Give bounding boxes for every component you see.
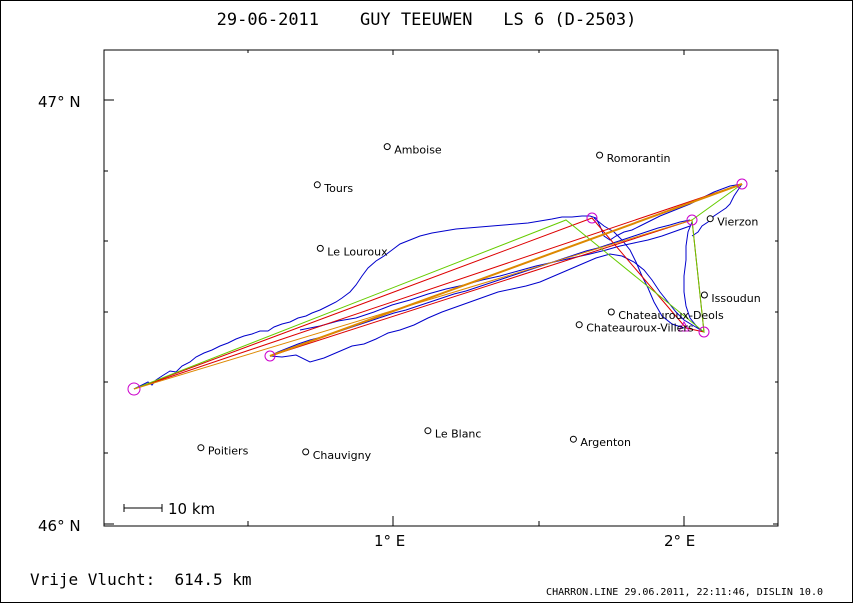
town-label: Chauvigny (313, 449, 372, 462)
town-label: Issoudun (711, 292, 760, 305)
lat-label-47: 47° N (38, 93, 81, 111)
town-label: Chateauroux-Deols (618, 309, 724, 322)
town-marker (313, 181, 321, 189)
flight-title: 29-06-2011 GUY TEEUWEN LS 6 (D-2503) (216, 10, 637, 30)
turnpoint-finish (736, 178, 748, 190)
town-marker (575, 321, 583, 329)
town-label: Poitiers (208, 445, 249, 458)
scale-bar (123, 504, 163, 512)
town-label: Le Blanc (435, 428, 482, 441)
town-label: Tours (323, 182, 353, 195)
town-label: Amboise (394, 144, 442, 157)
town-marker (607, 308, 615, 316)
scale-label: 10 km (168, 500, 215, 518)
turnpoint-2 (264, 350, 276, 362)
town-marker (569, 435, 577, 443)
town-marker (596, 151, 604, 159)
town-marker (706, 215, 714, 223)
turnpoint-issoudun (698, 326, 710, 338)
town-label: Argenton (580, 436, 631, 449)
distance-value: 614.5 km (174, 570, 252, 589)
task-legs (133, 183, 743, 390)
town-label: Le Louroux (327, 245, 388, 258)
lon-label-2e: 2° E (664, 532, 695, 550)
town-marker (302, 448, 310, 456)
town-marker (700, 291, 708, 299)
free-flight-distance: Vrije Vlucht: 614.5 km (30, 570, 252, 589)
gps-track (133, 183, 743, 390)
town-label: Chateauroux-Villers (586, 322, 694, 335)
town-label: Vierzon (717, 216, 758, 229)
turnpoint-3 (586, 212, 598, 224)
lat-label-46: 46° N (38, 517, 81, 535)
town-marker (316, 244, 324, 252)
footer-info: CHARRON.LINE 29.06.2011, 22:11:46, DISLI… (546, 587, 823, 598)
axis-ticks (104, 50, 778, 526)
turnpoint-4 (686, 214, 698, 226)
town-label: Romorantin (607, 152, 671, 165)
triangle-marker (678, 320, 690, 332)
towns: Amboise Romorantin Tours Vierzon Le Louroux I… (197, 143, 761, 462)
turnpoint-start (127, 382, 141, 396)
town-marker (197, 444, 205, 452)
town-marker (424, 427, 432, 435)
lon-label-1e: 1° E (374, 532, 405, 550)
turnpoints (127, 178, 748, 396)
distance-label: Vrije Vlucht: (30, 570, 156, 589)
town-marker (383, 143, 391, 151)
plot-border (103, 49, 779, 527)
